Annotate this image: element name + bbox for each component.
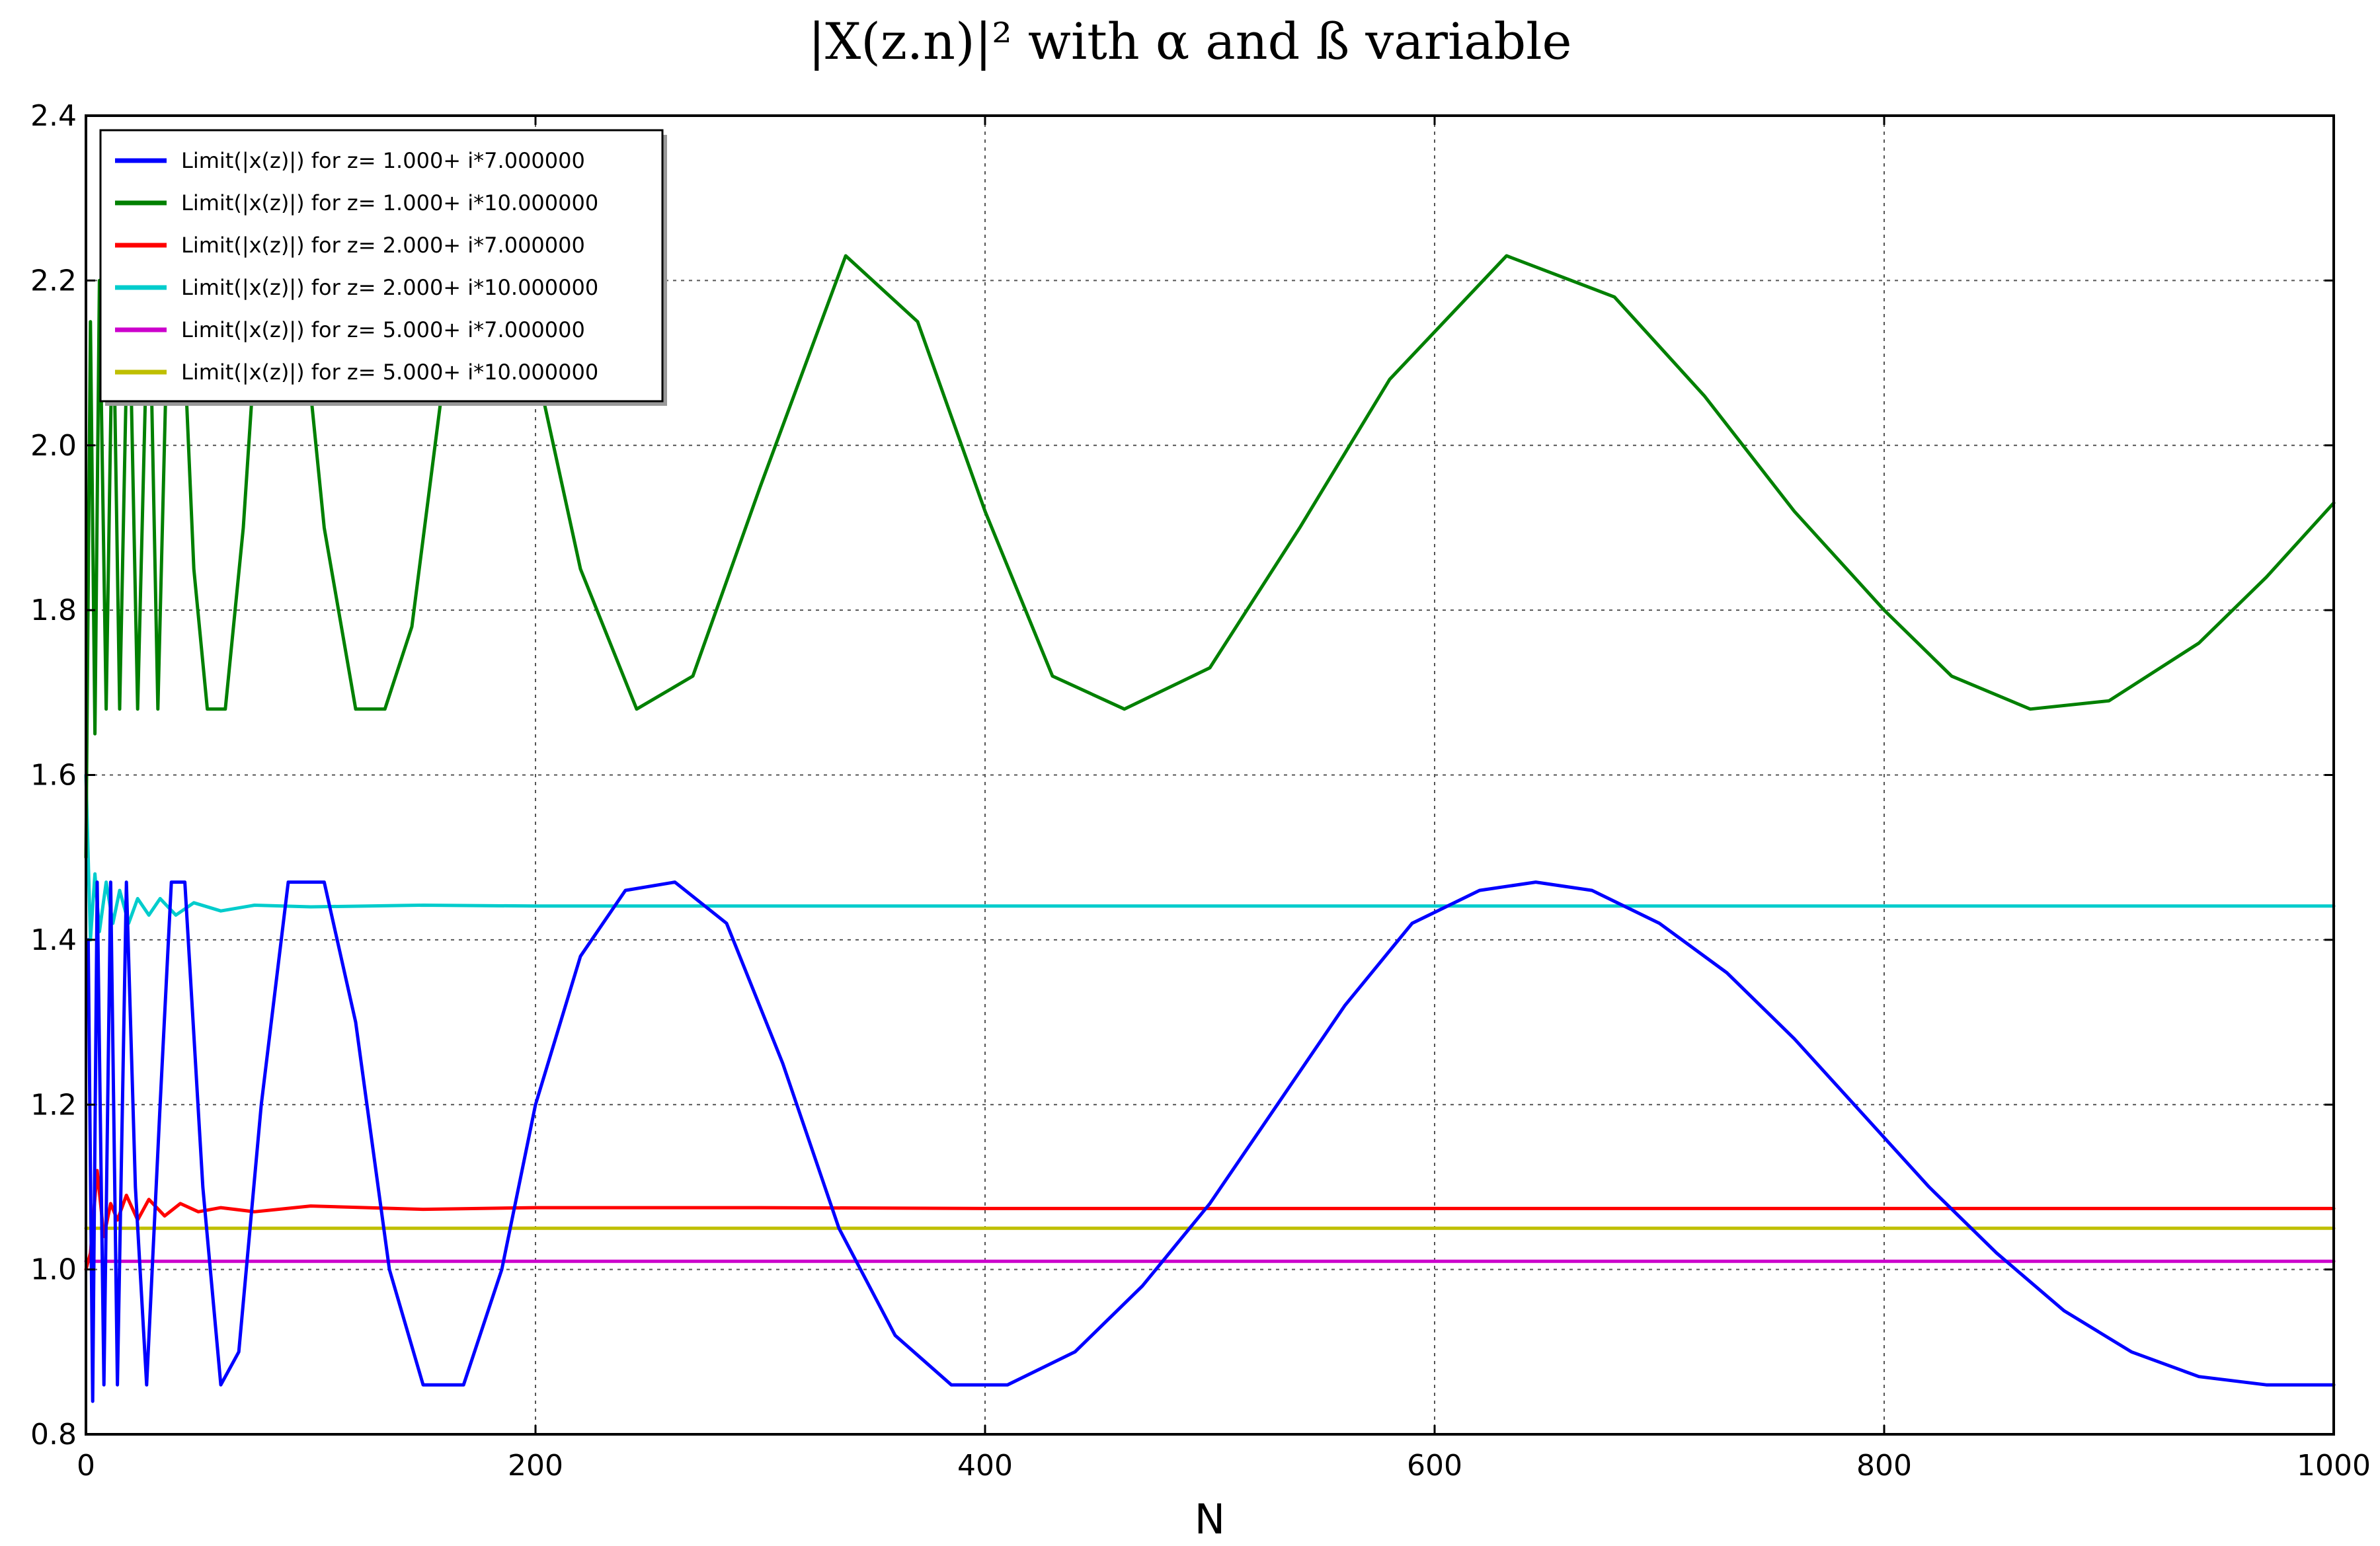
legend-entry: Limit(|x(z)|) for z= 1.000+ i*7.000000: [181, 148, 585, 173]
y-tick-label: 0.8: [30, 1418, 77, 1451]
series-line-3: [84, 773, 2336, 942]
y-tick-label: 1.8: [30, 594, 77, 627]
x-tick-label: 800: [1856, 1449, 1912, 1483]
legend: Limit(|x(z)|) for z= 1.000+ i*7.000000 Li…: [99, 129, 667, 406]
series-line-2: [84, 1169, 2336, 1272]
y-tick-label: 2.0: [30, 429, 77, 463]
axis-ticks: 0 200 400 600 800 1000 0.8 1.0 1.2 1.4 1.6 1.8 2.0 2.…: [30, 99, 2371, 1483]
y-tick-label: 2.2: [30, 264, 77, 297]
x-tick-label: 1000: [2297, 1449, 2371, 1483]
legend-entry: Limit(|x(z)|) for z= 1.000+ i*10.000000: [181, 190, 598, 215]
legend-entry: Limit(|x(z)|) for z= 5.000+ i*10.000000: [181, 360, 598, 385]
chart-title: |X(z.n)|² with α and ß variable: [808, 12, 1572, 71]
x-tick-label: 200: [508, 1449, 563, 1483]
series-lines: [84, 254, 2336, 1403]
legend-entry: Limit(|x(z)|) for z= 2.000+ i*7.000000: [181, 233, 585, 258]
y-tick-label: 1.4: [30, 923, 77, 957]
y-tick-label: 1.2: [30, 1088, 77, 1122]
legend-entry: Limit(|x(z)|) for z= 2.000+ i*10.000000: [181, 275, 598, 300]
legend-entry: Limit(|x(z)|) for z= 5.000+ i*7.000000: [181, 317, 585, 342]
y-tick-label: 1.6: [30, 759, 77, 792]
x-tick-label: 400: [957, 1449, 1013, 1483]
x-tick-label: 600: [1407, 1449, 1462, 1483]
x-tick-label: 0: [77, 1449, 95, 1483]
legend-box: [99, 129, 664, 403]
series-line-0: [86, 880, 2336, 1403]
y-tick-label: 1.0: [30, 1253, 77, 1287]
x-axis-label: N: [1195, 1495, 1225, 1543]
y-tick-label: 2.4: [30, 99, 77, 133]
